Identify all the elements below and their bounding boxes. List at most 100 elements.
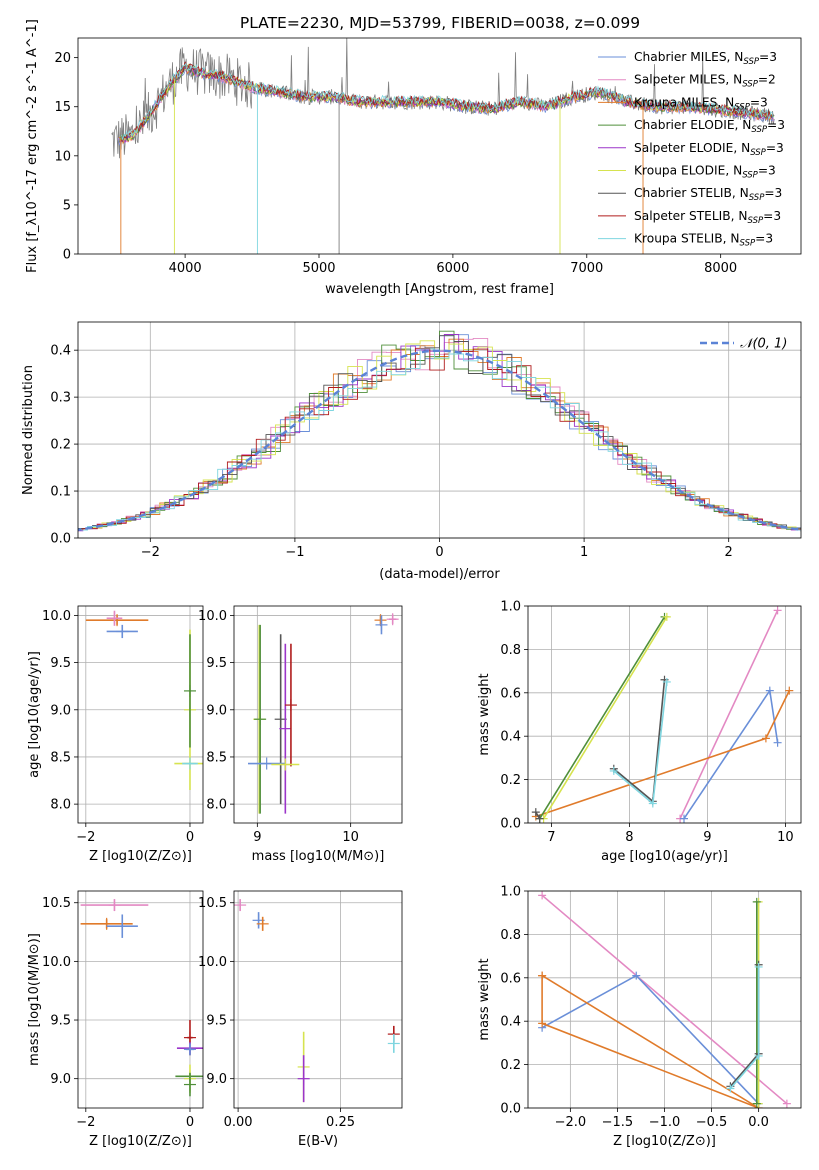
- y-axis-label: age [log10(age/yr)]: [27, 651, 42, 778]
- legend-label: Chabrier STELIB, NSSP=3: [634, 186, 782, 203]
- x-axis-label: Z [log10(Z/Z⊙)]: [613, 1134, 716, 1149]
- y-tick-label: 0.6: [500, 971, 521, 986]
- x-tick-label: 8000: [704, 261, 737, 276]
- x-tick-label: 6000: [436, 261, 469, 276]
- axes-frame: [77, 37, 802, 255]
- plot-area: [111, 38, 775, 254]
- axes-frame: [527, 890, 802, 1109]
- residual-histogram: [78, 348, 801, 531]
- y-tick-label: 8.5: [50, 750, 71, 765]
- x-tick-label: −1.0: [649, 1115, 681, 1130]
- mass-weight-marker: [538, 1019, 547, 1028]
- mass-weight-marker: [782, 1099, 791, 1108]
- mass-weight-marker: [662, 612, 671, 621]
- y-tick-label: 0.4: [500, 730, 521, 745]
- y-tick-label: 0.8: [500, 643, 521, 658]
- mass-weight-marker: [773, 738, 782, 747]
- y-tick-label: 8.0: [206, 798, 227, 813]
- y-axis-label: Flux [f_λ10^-17 erg cm^-2 s^-1 A^-1]: [25, 19, 40, 273]
- x-tick-label: 8: [625, 830, 633, 845]
- plot-area: [531, 606, 794, 823]
- mass-weight-line: [542, 616, 668, 820]
- x-axis-label: wavelength [Angstrom, rest frame]: [325, 282, 554, 297]
- model-line: [121, 62, 774, 141]
- axes-frame: [77, 605, 204, 824]
- y-tick-label: 8.5: [206, 750, 227, 765]
- y-tick-label: 10.5: [42, 896, 71, 911]
- x-tick-label: 2: [725, 545, 733, 560]
- x-axis-label: age [log10(age/yr)]: [601, 849, 728, 864]
- x-axis-label: mass [log10(M/M⊙)]: [252, 849, 385, 864]
- mass-vs-ebv-axes: 0.00 0.25 9.0 9.5 10.0 10.5 E(B-V): [198, 890, 403, 1149]
- residual-histogram: [78, 337, 801, 531]
- y-tick-label: 0.4: [50, 344, 71, 359]
- residual-histogram: [78, 338, 801, 530]
- x-tick-label: 9: [253, 830, 261, 845]
- y-tick-label: 0.0: [500, 817, 521, 832]
- axes-frame: [233, 605, 403, 824]
- y-tick-label: 9.0: [50, 703, 71, 718]
- mass-weight-vs-age-axes: 7 8 9 10 0.0 0.2 0.4 0.6 0.8 1.0 age [log10(age/yr…: [477, 600, 802, 864]
- y-tick-label: 10.0: [198, 955, 227, 970]
- x-tick-label: −0.5: [696, 1115, 728, 1130]
- y-axis-label: mass [log10(M/M⊙)]: [27, 933, 42, 1066]
- mass-weight-marker: [609, 766, 618, 775]
- legend-label: Kroupa ELODIE, NSSP=3: [634, 164, 776, 181]
- x-tick-label: −2: [141, 545, 160, 560]
- x-axis-label: Z [log10(Z/Z⊙)]: [89, 849, 192, 864]
- x-tick-label: 0: [435, 545, 443, 560]
- y-tick-label: 0.2: [500, 1058, 521, 1073]
- mass-weight-vs-z-axes: −2.0 −1.5 −1.0 −0.5 0.0 0.0 0.2 0.4 0.6 0.8 1.0 Z […: [477, 885, 802, 1149]
- x-tick-label: 0.25: [326, 1115, 355, 1130]
- mass-weight-line: [613, 679, 666, 803]
- mass-weight-marker: [773, 606, 782, 615]
- legend-label: Salpeter MILES, NSSP=2: [634, 73, 776, 90]
- plot-area: [248, 613, 399, 814]
- x-axis-label: (data-model)/error: [379, 567, 500, 582]
- y-tick-label: 0.4: [500, 1015, 521, 1030]
- legend-label: Kroupa STELIB, NSSP=3: [634, 232, 773, 249]
- x-tick-label: 10: [342, 830, 359, 845]
- y-tick-label: 9.5: [206, 656, 227, 671]
- mass-weight-marker: [632, 971, 641, 980]
- normal-curve: [78, 349, 801, 532]
- y-tick-label: 0: [63, 248, 71, 263]
- mass-weight-marker: [531, 808, 540, 817]
- y-tick-label: 10.0: [42, 609, 71, 624]
- age-vs-z-axes: −2 0 8.0 8.5 9.0 9.5 10.0 Z [log10(Z/Z⊙)] age [l…: [27, 605, 204, 864]
- mass-vs-z-axes: −2 0 9.0 9.5 10.0 10.5 Z [log10(Z/Z⊙)] mass [lo…: [27, 890, 204, 1149]
- mass-weight-marker: [662, 677, 671, 686]
- y-tick-label: 0.1: [50, 485, 71, 500]
- residual-histogram: [78, 347, 801, 531]
- legend-label: Chabrier MILES, NSSP=3: [634, 50, 777, 67]
- x-tick-label: 4000: [169, 261, 202, 276]
- x-tick-label: −2.0: [555, 1115, 587, 1130]
- y-tick-label: 0.6: [500, 686, 521, 701]
- legend-label: Salpeter ELODIE, NSSP=3: [634, 141, 784, 158]
- y-tick-label: 0.8: [500, 928, 521, 943]
- x-tick-label: 7000: [570, 261, 603, 276]
- mass-weight-line: [535, 811, 541, 820]
- axes-frame: [77, 321, 802, 539]
- y-tick-label: 0.0: [500, 1102, 521, 1117]
- mass-weight-marker: [754, 1051, 763, 1060]
- x-tick-label: −1.5: [602, 1115, 634, 1130]
- mass-weight-marker: [535, 814, 544, 823]
- mass-weight-marker: [538, 891, 547, 900]
- y-axis-label: mass weight: [477, 958, 492, 1040]
- axes-frame: [527, 605, 802, 824]
- mass-weight-marker: [538, 971, 547, 980]
- residual-histogram: [78, 334, 801, 532]
- y-axis-label: Normed distribution: [21, 365, 36, 495]
- axes-frame: [233, 890, 403, 1109]
- spectrum-title: PLATE=2230, MJD=53799, FIBERID=0038, z=0…: [240, 14, 640, 32]
- plot-area: [80, 899, 203, 1097]
- y-tick-label: 0.2: [500, 773, 521, 788]
- y-tick-label: 10.5: [198, 896, 227, 911]
- y-tick-label: 0.3: [50, 391, 71, 406]
- y-tick-label: 10.0: [42, 955, 71, 970]
- legend-label: 𝒩(0, 1): [740, 337, 787, 352]
- plot-area: [538, 891, 791, 1108]
- mass-weight-marker: [761, 734, 770, 743]
